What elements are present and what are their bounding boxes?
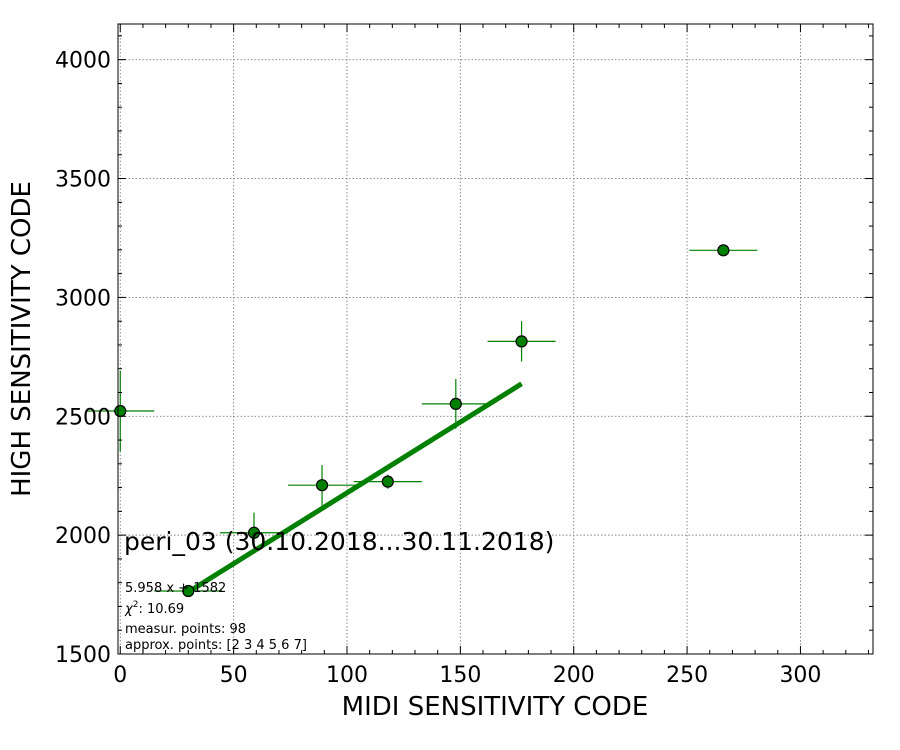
data-point xyxy=(449,397,462,411)
x-tick-labels: 0 50 100 150 200 250 300 xyxy=(113,663,821,688)
data-point-group xyxy=(220,512,289,553)
y-tick-label: 1500 xyxy=(55,643,111,668)
chi-superscript: 2 xyxy=(133,600,139,610)
y-tick-label: 3000 xyxy=(55,286,111,311)
y-tick-labels: 1500 2000 2500 3000 3500 4000 xyxy=(55,49,111,668)
x-tick-label: 300 xyxy=(779,663,821,688)
plot-frame xyxy=(117,23,874,655)
data-point-group xyxy=(353,474,422,489)
data-point-group xyxy=(288,465,357,506)
data-point-group xyxy=(154,584,223,598)
fit-equation-label: 5.958 x + 1582 xyxy=(125,581,226,596)
measur-points-label: measur. points: 98 xyxy=(125,622,246,637)
x-tick-label: 150 xyxy=(439,663,481,688)
data-point xyxy=(247,526,261,539)
data-point xyxy=(182,584,195,598)
chi-symbol: χ xyxy=(124,602,134,617)
x-tick-label: 0 xyxy=(113,663,127,688)
data-point-group xyxy=(689,244,758,257)
y-tick-label: 3500 xyxy=(55,168,111,193)
data-point xyxy=(515,335,528,348)
y-tick-label: 2000 xyxy=(55,524,111,549)
data-point xyxy=(114,404,127,418)
chi-squared-label: χ2: 10.69 xyxy=(124,600,184,617)
fit-line xyxy=(186,381,523,595)
x-tick-label: 100 xyxy=(326,663,368,688)
approx-points-label: approx. points: [2 3 4 5 6 7] xyxy=(125,638,307,653)
x-tick-label: 200 xyxy=(553,663,595,688)
chart-annotation-title: peri_03 (30.10.2018...30.11.2018) xyxy=(124,527,554,556)
x-tick-label: 50 xyxy=(220,663,248,688)
grid xyxy=(118,24,873,655)
x-tick-label: 250 xyxy=(666,663,708,688)
y-tick-label: 2500 xyxy=(55,405,111,430)
chi-value: : 10.69 xyxy=(138,602,184,617)
x-axis-label: MIDI SENSITIVITY CODE xyxy=(342,692,649,722)
data-point xyxy=(315,479,329,492)
data-point xyxy=(381,475,394,488)
data-point xyxy=(717,244,730,257)
data-point-group xyxy=(487,321,556,362)
data-point-group xyxy=(421,378,490,429)
fit-line-group xyxy=(186,381,523,595)
y-tick-label: 4000 xyxy=(55,49,111,74)
y-axis-label: HIGH SENSITIVITY CODE xyxy=(7,181,37,497)
ticks xyxy=(118,24,873,655)
